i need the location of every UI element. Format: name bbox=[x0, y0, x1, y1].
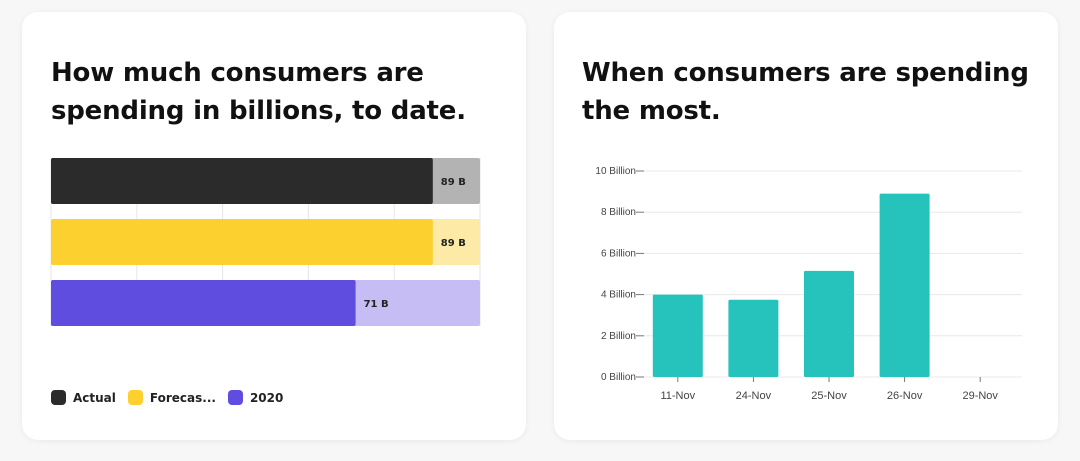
bar-2 bbox=[51, 280, 356, 326]
y-tick-label: 10 Billion bbox=[595, 166, 636, 177]
x-tick-label: 26-Nov bbox=[887, 390, 923, 402]
bar-0 bbox=[51, 158, 433, 204]
spending-to-date-title: How much consumers are spending in billi… bbox=[51, 58, 466, 126]
legend-label: Actual bbox=[73, 390, 116, 405]
spending-by-day-card: When consumers are spending the most. 0 … bbox=[554, 12, 1058, 440]
legend-item-0: Actual bbox=[51, 390, 116, 405]
spending-to-date-card: How much consumers are spending in billi… bbox=[22, 12, 526, 440]
bar-25-Nov bbox=[804, 270, 854, 377]
y-tick-label: 0 Billion bbox=[601, 372, 636, 383]
spending-by-day-title: When consumers are spending the most. bbox=[582, 58, 1029, 126]
chart-legend: Actual Forecas... 2020 bbox=[51, 390, 295, 405]
legend-swatch bbox=[127, 390, 143, 405]
y-tick-label: 6 Billion bbox=[601, 248, 636, 259]
x-tick-label: 29-Nov bbox=[962, 390, 998, 402]
bar-11-Nov bbox=[652, 294, 703, 377]
bar-value-label-1: 89 B bbox=[441, 238, 466, 249]
bar-value-label-0: 89 B bbox=[441, 177, 466, 188]
bar-value-label-2: 71 B bbox=[364, 299, 389, 310]
bar-24-Nov bbox=[728, 299, 779, 377]
y-tick-label: 4 Billion bbox=[601, 290, 636, 301]
bar-1 bbox=[51, 219, 433, 265]
bar-26-Nov bbox=[879, 193, 930, 377]
spending-to-date-chart: 89 B 89 B 71 B bbox=[50, 158, 481, 326]
legend-swatch bbox=[51, 390, 66, 405]
legend-item-1: Forecas... bbox=[127, 390, 216, 405]
x-tick-label: 11-Nov bbox=[660, 390, 695, 402]
y-tick-label: 2 Billion bbox=[601, 331, 636, 342]
x-tick-label: 24-Nov bbox=[736, 390, 772, 402]
legend-swatch bbox=[227, 390, 243, 405]
spending-by-day-chart: 0 Billion 2 Billion 4 Billion 6 Billion 8 Bi… bbox=[595, 166, 1022, 402]
x-tick-label: 25-Nov bbox=[811, 390, 847, 402]
legend-item-2: 2020 bbox=[227, 390, 284, 405]
legend-label: Forecas... bbox=[149, 390, 216, 405]
y-tick-label: 8 Billion bbox=[601, 207, 636, 218]
legend-label: 2020 bbox=[249, 390, 284, 405]
